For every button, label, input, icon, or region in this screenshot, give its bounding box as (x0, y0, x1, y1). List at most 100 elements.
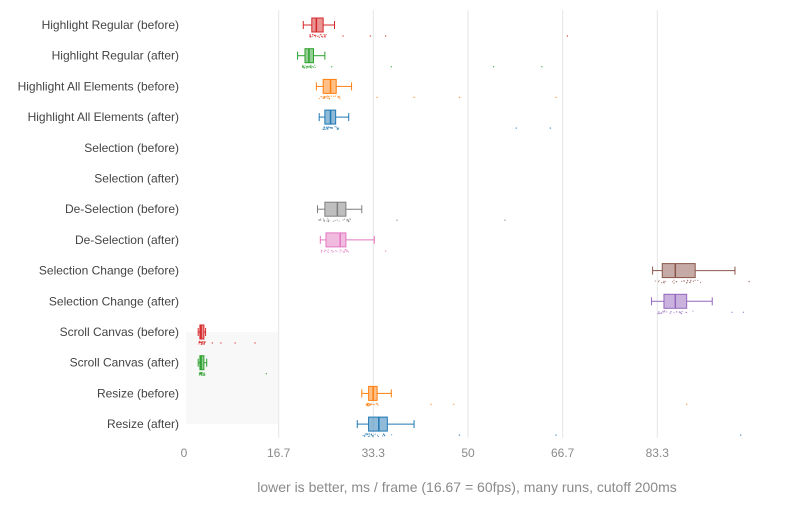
category-label: Highlight Regular (before) (42, 18, 179, 32)
x-axis-tick-labels: 0 16.7 33.3 50 66.7 83.3 (181, 446, 670, 460)
outlier-point (453, 403, 455, 406)
data-point (339, 249, 341, 251)
box-iqr (368, 416, 388, 432)
data-point (348, 221, 350, 223)
box-group (319, 232, 387, 253)
data-point (318, 36, 320, 39)
x-tick-label: 0 (181, 446, 188, 460)
data-point (203, 342, 205, 345)
data-point (204, 373, 206, 375)
data-point (340, 250, 342, 252)
data-point (338, 95, 340, 97)
data-point (336, 127, 339, 129)
data-point (342, 251, 344, 253)
box-group (652, 263, 750, 284)
outlier-point (396, 219, 398, 221)
outlier-point (515, 127, 517, 129)
outlier-point (549, 127, 552, 129)
data-point (319, 219, 322, 221)
data-point (328, 251, 330, 253)
box-iqr (199, 324, 205, 340)
data-point (318, 219, 320, 222)
data-point (306, 67, 308, 69)
box-iqr (311, 17, 324, 33)
category-label: Highlight All Elements (before) (18, 79, 179, 93)
outlier-point (330, 66, 333, 68)
data-point (334, 95, 336, 97)
data-point (365, 434, 367, 436)
data-point (323, 34, 325, 36)
box-group (315, 78, 557, 100)
box-series (197, 17, 750, 438)
data-point (313, 35, 316, 37)
data-point (347, 219, 349, 221)
data-point (681, 280, 683, 283)
data-point (342, 219, 344, 221)
data-point (318, 35, 320, 37)
data-point (382, 433, 385, 435)
data-point (381, 435, 384, 437)
data-point (302, 66, 304, 68)
data-point (659, 312, 661, 314)
data-point (327, 218, 329, 220)
data-point (366, 433, 368, 435)
outlier-point (254, 342, 256, 344)
data-point (310, 67, 313, 69)
data-point (672, 281, 674, 283)
data-point (692, 280, 695, 282)
data-point (346, 218, 348, 221)
outlier-point (211, 342, 214, 344)
data-point (202, 374, 205, 376)
data-point (369, 435, 371, 437)
data-point (663, 311, 665, 313)
data-point (346, 220, 348, 222)
data-point (664, 280, 666, 283)
category-label: De-Selection (after) (75, 233, 179, 247)
data-point (686, 311, 688, 313)
data-point (314, 64, 316, 66)
data-point (324, 128, 326, 131)
data-point (307, 66, 309, 68)
outlier-point (384, 250, 387, 252)
outlier-point (265, 373, 268, 375)
data-point (312, 34, 314, 36)
data-point (325, 249, 327, 251)
data-point (372, 435, 374, 437)
data-point (337, 96, 339, 98)
outlier-point (342, 35, 344, 37)
data-point (364, 433, 366, 435)
box-group (302, 17, 569, 39)
data-point (322, 218, 325, 220)
data-point (697, 279, 699, 282)
data-point (658, 311, 660, 313)
data-point (364, 435, 366, 438)
outlier-point (742, 311, 745, 313)
data-point (335, 126, 337, 128)
x-tick-label: 66.7 (551, 446, 575, 460)
data-point (339, 251, 341, 253)
data-point (199, 341, 202, 344)
data-point (321, 35, 323, 38)
data-point (331, 251, 334, 253)
data-point (366, 403, 368, 406)
data-point (332, 250, 335, 253)
box-group (650, 293, 745, 315)
data-point (327, 249, 329, 251)
data-point (327, 128, 329, 130)
data-point (327, 126, 330, 128)
data-point (657, 281, 660, 283)
data-point (370, 434, 373, 436)
data-point (673, 282, 675, 284)
data-point (198, 342, 200, 344)
data-point (699, 281, 702, 284)
data-point (662, 281, 665, 284)
data-point (377, 435, 379, 438)
box-group (356, 416, 742, 438)
data-point (320, 218, 322, 220)
grid-lines (278, 10, 658, 438)
data-point (371, 403, 373, 405)
outlier-point (458, 434, 461, 436)
data-point (323, 250, 326, 253)
data-point (347, 250, 349, 252)
outlier-point (555, 434, 557, 436)
